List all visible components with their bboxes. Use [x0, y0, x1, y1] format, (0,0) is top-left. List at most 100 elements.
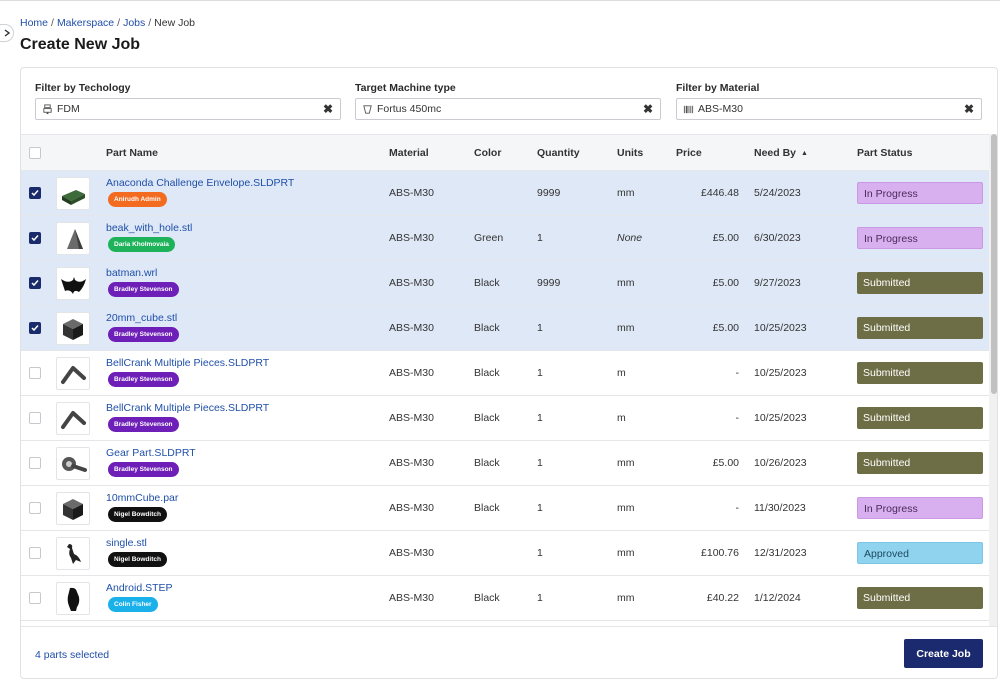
- units-cell: mm: [617, 187, 635, 199]
- column-price[interactable]: Price: [676, 147, 702, 159]
- table-row[interactable]: 10mmCube.par Nigel Bowditch ABS-M30 Black 1 m…: [21, 486, 989, 531]
- cube-thumb-icon: [63, 318, 83, 340]
- units-cell: mm: [617, 592, 635, 604]
- status-badge[interactable]: Submitted: [857, 452, 983, 474]
- status-badge[interactable]: In Progress: [857, 227, 983, 249]
- table-scrollbar[interactable]: [989, 134, 997, 626]
- table-row[interactable]: 20mm_cube.stl Bradley Stevenson ABS-M30 Bla…: [21, 306, 989, 351]
- row-checkbox[interactable]: [29, 367, 41, 379]
- column-part-status[interactable]: Part Status: [857, 147, 913, 159]
- filter-machine-select[interactable]: Fortus 450mc ✖: [355, 98, 661, 120]
- filter-material-select[interactable]: ABS-M30 ✖: [676, 98, 982, 120]
- filter-material-label: Filter by Material: [676, 82, 760, 94]
- part-name-link[interactable]: BellCrank Multiple Pieces.SLDPRT: [106, 402, 270, 414]
- part-name-link[interactable]: beak_with_hole.stl: [106, 222, 193, 234]
- sidebar-toggle-button[interactable]: [0, 24, 14, 42]
- price-cell: £446.48: [701, 187, 739, 199]
- clear-material-icon[interactable]: ✖: [963, 102, 975, 116]
- select-all-checkbox[interactable]: [29, 147, 41, 159]
- part-thumbnail[interactable]: [56, 357, 90, 390]
- column-part-name[interactable]: Part Name: [106, 147, 158, 159]
- price-cell: £5.00: [712, 457, 739, 469]
- table-row[interactable]: Gear Part.SLDPRT Bradley Stevenson ABS-M30…: [21, 441, 989, 486]
- column-material[interactable]: Material: [389, 147, 429, 159]
- row-checkbox[interactable]: [29, 277, 41, 289]
- row-checkbox[interactable]: [29, 322, 41, 334]
- owner-badge: Bradley Stevenson: [108, 327, 179, 342]
- row-checkbox[interactable]: [29, 547, 41, 559]
- owner-badge: Nigel Bowditch: [108, 552, 167, 567]
- part-thumbnail[interactable]: [56, 177, 90, 210]
- part-thumbnail[interactable]: [56, 537, 90, 570]
- part-name-link[interactable]: BellCrank Multiple Pieces.SLDPRT: [106, 357, 270, 369]
- chevron-right-icon: [4, 29, 10, 37]
- material-cell: ABS-M30: [389, 412, 434, 424]
- column-units[interactable]: Units: [617, 147, 644, 159]
- part-thumbnail[interactable]: [56, 267, 90, 300]
- need-by-cell: 9/27/2023: [754, 277, 801, 289]
- status-badge[interactable]: In Progress: [857, 182, 983, 204]
- bellcrank-thumb-icon: [61, 365, 86, 384]
- table-row[interactable]: BellCrank Multiple Pieces.SLDPRT Bradley …: [21, 351, 989, 396]
- status-badge[interactable]: Submitted: [857, 587, 983, 609]
- checkmark-icon: [31, 325, 39, 332]
- breadcrumb-makerspace-link[interactable]: Makerspace: [56, 17, 115, 29]
- create-job-button[interactable]: Create Job: [904, 639, 983, 668]
- breadcrumb-home-link[interactable]: Home: [20, 17, 49, 29]
- filter-material-value: ABS-M30: [698, 103, 743, 115]
- row-checkbox[interactable]: [29, 412, 41, 424]
- part-thumbnail[interactable]: [56, 402, 90, 435]
- table-row[interactable]: single.stl Nigel Bowditch ABS-M30 1 mm £100.7…: [21, 531, 989, 576]
- status-badge[interactable]: Submitted: [857, 272, 983, 294]
- row-checkbox[interactable]: [29, 592, 41, 604]
- column-need-by[interactable]: Need By ▲: [754, 147, 808, 159]
- part-name-link[interactable]: Gear Part.SLDPRT: [106, 447, 196, 459]
- breadcrumb-jobs-link[interactable]: Jobs: [123, 17, 146, 29]
- scrollbar-thumb[interactable]: [991, 134, 997, 394]
- breadcrumb-separator: /: [148, 17, 152, 29]
- clear-technology-icon[interactable]: ✖: [322, 102, 334, 116]
- table-row[interactable]: BellCrank Multiple Pieces.SLDPRT Bradley …: [21, 396, 989, 441]
- units-cell: mm: [617, 502, 635, 514]
- status-badge[interactable]: Approved: [857, 542, 983, 564]
- part-name-link[interactable]: Android.STEP: [106, 582, 173, 594]
- row-checkbox[interactable]: [29, 502, 41, 514]
- table-row[interactable]: Android.STEP Colin Fisher ABS-M30 Black 1 mm £…: [21, 576, 989, 621]
- status-badge[interactable]: Submitted: [857, 317, 983, 339]
- table-row[interactable]: batman.wrl Bradley Stevenson ABS-M30 Black 9…: [21, 261, 989, 306]
- part-name-link[interactable]: Anaconda Challenge Envelope.SLDPRT: [106, 177, 295, 189]
- breadcrumb-separator: /: [51, 17, 54, 29]
- column-quantity[interactable]: Quantity: [537, 147, 580, 159]
- owner-badge: Colin Fisher: [108, 597, 158, 612]
- status-badge[interactable]: In Progress: [857, 497, 983, 519]
- need-by-cell: 10/26/2023: [754, 457, 807, 469]
- need-by-cell: 6/30/2023: [754, 232, 801, 244]
- filter-machine-value: Fortus 450mc: [377, 103, 442, 115]
- row-checkbox[interactable]: [29, 232, 41, 244]
- part-thumbnail[interactable]: [56, 312, 90, 345]
- color-cell: Black: [474, 412, 500, 424]
- row-checkbox[interactable]: [29, 457, 41, 469]
- material-cell: ABS-M30: [389, 322, 434, 334]
- row-checkbox[interactable]: [29, 187, 41, 199]
- part-name-link[interactable]: batman.wrl: [106, 267, 158, 279]
- cube-thumb-icon: [63, 498, 83, 520]
- column-color[interactable]: Color: [474, 147, 502, 159]
- table-row[interactable]: beak_with_hole.stl Daria Kholmovaia ABS-M3…: [21, 216, 989, 261]
- owner-badge: Bradley Stevenson: [108, 372, 179, 387]
- filter-technology-select[interactable]: FDM ✖: [35, 98, 341, 120]
- part-thumbnail[interactable]: [56, 222, 90, 255]
- clear-machine-icon[interactable]: ✖: [642, 102, 654, 116]
- quantity-cell: 1: [537, 592, 543, 604]
- beak-thumb-icon: [67, 228, 83, 249]
- part-thumbnail[interactable]: [56, 447, 90, 480]
- table-row[interactable]: Anaconda Challenge Envelope.SLDPRT Anirud…: [21, 171, 989, 216]
- part-thumbnail[interactable]: [56, 582, 90, 615]
- part-name-link[interactable]: single.stl: [106, 537, 147, 549]
- part-name-link[interactable]: 10mmCube.par: [106, 492, 179, 504]
- status-badge[interactable]: Submitted: [857, 362, 983, 384]
- status-badge[interactable]: Submitted: [857, 407, 983, 429]
- part-name-link[interactable]: 20mm_cube.stl: [106, 312, 178, 324]
- part-thumbnail[interactable]: [56, 492, 90, 525]
